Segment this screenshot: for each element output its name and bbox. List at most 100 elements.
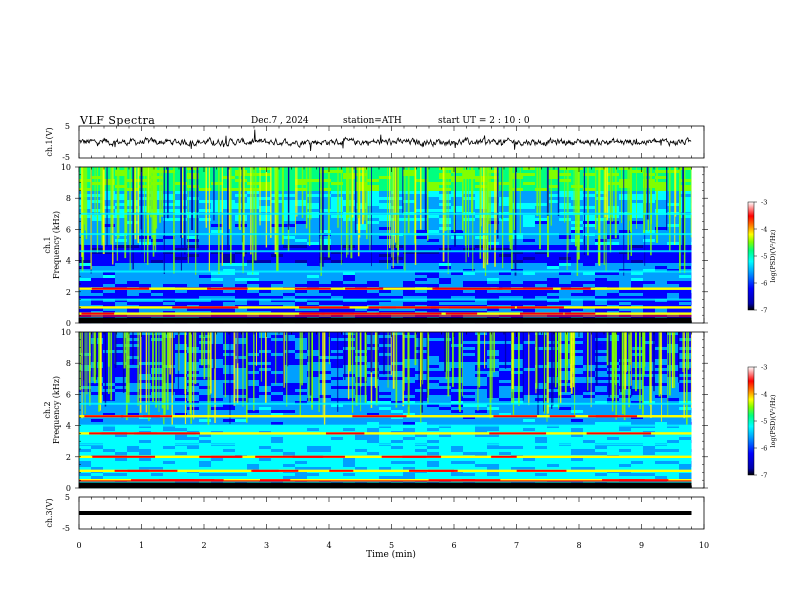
spectrogram-cell bbox=[595, 368, 608, 372]
spectrogram-cell bbox=[667, 398, 680, 402]
spectrogram-cell bbox=[535, 440, 548, 444]
spectrogram-cell bbox=[103, 422, 116, 426]
spectrogram-cell bbox=[511, 422, 524, 426]
spectrogram-cell bbox=[379, 365, 392, 369]
spectrogram-cell bbox=[547, 239, 560, 243]
spectrogram-cell bbox=[259, 236, 272, 240]
spectrogram-cell bbox=[631, 389, 644, 393]
spectrogram-cell bbox=[547, 281, 560, 285]
spectrogram-cell bbox=[355, 290, 368, 294]
spectrogram-cell bbox=[499, 167, 512, 171]
spectrogram-cell bbox=[199, 419, 212, 423]
spectrogram-cell bbox=[487, 251, 500, 255]
spectrogram-cell bbox=[319, 296, 332, 300]
spectrogram-cell bbox=[679, 404, 692, 408]
sferic-streak bbox=[462, 167, 464, 231]
spectrogram-cell bbox=[235, 356, 248, 360]
spectrogram-cell bbox=[607, 266, 620, 270]
spectrogram-cell bbox=[211, 197, 224, 201]
spectrogram-cell bbox=[379, 422, 392, 426]
spectrogram-cell bbox=[199, 290, 212, 294]
spectrogram-cell bbox=[223, 383, 236, 387]
spectrogram-cell bbox=[463, 437, 476, 441]
spectrogram-cell bbox=[151, 347, 164, 351]
spectrogram-cell bbox=[631, 308, 644, 312]
spectrogram-cell bbox=[223, 401, 236, 405]
spectrogram-cell bbox=[511, 380, 524, 384]
spectrogram-cell bbox=[271, 350, 284, 354]
spectrogram-cell bbox=[271, 374, 284, 378]
spectrogram-cell bbox=[487, 176, 500, 180]
sferic-streak bbox=[250, 167, 252, 255]
spectrogram-cell bbox=[607, 290, 620, 294]
spectrogram-cell bbox=[355, 251, 368, 255]
sferic-streak bbox=[85, 167, 88, 240]
spectrogram-cell bbox=[607, 218, 620, 222]
sferic-streak bbox=[683, 167, 686, 274]
spectrogram-cell bbox=[283, 392, 296, 396]
spectrogram-cell bbox=[331, 290, 344, 294]
spectrogram-cell bbox=[547, 263, 560, 267]
spectrogram-cell bbox=[139, 284, 152, 288]
spectrogram-cell bbox=[451, 254, 464, 258]
spectrogram-cell bbox=[631, 341, 644, 345]
spectrogram-cell bbox=[295, 335, 308, 339]
spectrogram-cell bbox=[235, 401, 248, 405]
spectrogram-cell bbox=[631, 407, 644, 411]
spectrogram-cell bbox=[571, 437, 584, 441]
spectrogram-cell bbox=[127, 389, 140, 393]
spectrogram-cell bbox=[535, 383, 548, 387]
spectrogram-cell bbox=[199, 185, 212, 189]
spectrogram-cell bbox=[307, 347, 320, 351]
spectrogram-cell bbox=[175, 359, 188, 363]
spectrogram-cell bbox=[307, 179, 320, 183]
spectrogram-cell bbox=[667, 173, 680, 177]
spectrogram-cell bbox=[163, 422, 176, 426]
spectrogram-cell bbox=[571, 377, 584, 381]
spectrogram-cell bbox=[559, 398, 572, 402]
spectrogram-cell bbox=[175, 425, 188, 429]
spectrogram-cell bbox=[103, 395, 116, 399]
spectrogram-cell bbox=[487, 197, 500, 201]
spectrogram-cell bbox=[343, 425, 356, 429]
spectrogram-cell bbox=[379, 182, 392, 186]
spectrogram-cell bbox=[379, 380, 392, 384]
spectrogram-cell bbox=[679, 341, 692, 345]
spectrogram-cell bbox=[163, 227, 176, 231]
spectrogram-cell bbox=[403, 266, 416, 270]
spectrogram-cell bbox=[295, 389, 308, 393]
spectrogram-cell bbox=[307, 257, 320, 261]
spectrogram-cell bbox=[487, 368, 500, 372]
spectrogram-cell bbox=[631, 275, 644, 279]
spectrogram-cell bbox=[427, 296, 440, 300]
spectrogram-cell bbox=[115, 275, 128, 279]
spectrogram-cell bbox=[127, 281, 140, 285]
spectrogram-cell bbox=[499, 392, 512, 396]
spectrogram-cell bbox=[535, 434, 548, 438]
spectrogram-cell bbox=[463, 419, 476, 423]
spectrogram-cell bbox=[307, 362, 320, 366]
spectrogram-cell bbox=[559, 416, 572, 420]
spectrogram-cell bbox=[235, 245, 248, 249]
spectrogram-cell bbox=[283, 437, 296, 441]
spectrogram-cell bbox=[583, 224, 596, 228]
spectrogram-cell bbox=[559, 203, 572, 207]
spectrogram-cell bbox=[583, 419, 596, 423]
spectrogram-cell bbox=[463, 374, 476, 378]
spectrogram-cell bbox=[655, 215, 668, 219]
spectrogram-cell bbox=[259, 407, 272, 411]
spectrogram-cell bbox=[487, 200, 500, 204]
spectrogram-cell bbox=[427, 359, 440, 363]
spectrogram-cell bbox=[451, 179, 464, 183]
spectrogram-cell bbox=[211, 410, 224, 414]
spectrogram-cell bbox=[211, 401, 224, 405]
spectrogram-cell bbox=[175, 341, 188, 345]
spectrogram-cell bbox=[283, 383, 296, 387]
sferic-streak bbox=[167, 167, 169, 219]
spectrogram-cell bbox=[307, 275, 320, 279]
spectrogram-cell bbox=[307, 389, 320, 393]
frequency-tick-label-2: 4 bbox=[66, 257, 71, 266]
spectrogram-cell bbox=[535, 215, 548, 219]
spectrogram-cell bbox=[187, 173, 200, 177]
spectrogram-cell bbox=[439, 248, 452, 252]
